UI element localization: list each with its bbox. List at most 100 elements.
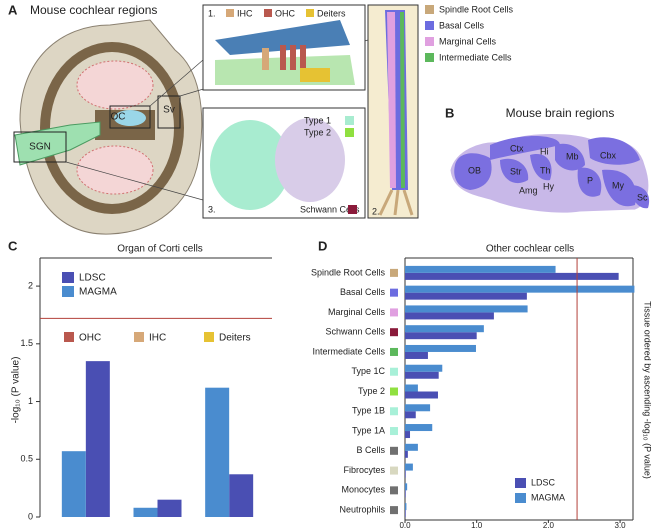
legend-swatch — [390, 427, 398, 436]
bar — [405, 510, 406, 518]
legend-label: IHC — [237, 8, 253, 18]
bar — [405, 332, 477, 340]
legend-label: LDSC — [531, 477, 556, 487]
y-axis-label: Tissue ordered by ascending -log₁₀ (P va… — [643, 301, 653, 479]
bar — [405, 431, 411, 439]
bar — [405, 305, 528, 313]
legend-swatch — [134, 332, 144, 342]
bar — [405, 483, 408, 491]
bar — [405, 265, 556, 273]
bar — [405, 325, 484, 333]
legend-label: Deiters — [219, 333, 251, 344]
legend-swatch — [390, 268, 398, 277]
legend-swatch — [515, 478, 526, 488]
legend-label: Deiters — [317, 8, 346, 18]
region-label: Hi — [540, 146, 549, 156]
legend-label: Type 1 — [304, 115, 331, 125]
legend-label: Type 2 — [304, 127, 331, 137]
legend-swatch — [390, 506, 398, 515]
region-label: Sv — [163, 105, 175, 116]
legend-swatch — [390, 466, 398, 475]
y-tick-label: Fibrocytes — [343, 465, 385, 475]
panel-title: Mouse brain regions — [506, 106, 615, 120]
bar — [405, 463, 413, 471]
legend-swatch — [390, 486, 398, 495]
legend-swatch — [390, 367, 398, 376]
bar — [61, 451, 86, 517]
bar — [405, 503, 407, 511]
bar — [405, 351, 428, 359]
legend-swatch — [62, 272, 74, 283]
bar — [405, 450, 408, 458]
legend-swatch — [345, 128, 354, 137]
legend-label: MAGMA — [531, 492, 565, 502]
bar — [405, 470, 406, 478]
y-tick-label: Type 1B — [352, 406, 385, 416]
legend-swatch — [390, 288, 398, 297]
y-tick-label: 1.5 — [20, 338, 33, 348]
legend-swatch — [390, 446, 398, 455]
bar — [405, 272, 619, 280]
legend-label: Schwann Cells — [300, 204, 360, 214]
legend-swatch — [345, 116, 354, 125]
y-tick-label: Spindle Root Cells — [311, 267, 386, 277]
legend-label: MAGMA — [79, 287, 117, 298]
inset-number: 2. — [372, 206, 380, 216]
region-label: Amg — [519, 185, 538, 195]
bar — [405, 371, 439, 379]
region-label: Cbx — [600, 150, 617, 160]
inset-number: 1. — [208, 8, 216, 18]
legend-swatch — [390, 387, 398, 396]
legend-label: Marginal Cells — [439, 36, 497, 46]
y-tick-label: 2 — [28, 280, 33, 290]
y-tick-label: Type 1A — [352, 425, 385, 435]
bar — [405, 404, 431, 412]
legend-swatch — [390, 308, 398, 317]
y-tick-label: Type 2 — [358, 386, 385, 396]
y-tick-label: 0.5 — [20, 454, 33, 464]
legend-label: LDSC — [79, 273, 106, 284]
x-tick-label: 2.0 — [543, 521, 555, 530]
bar — [229, 474, 254, 517]
y-axis-label: -log₁₀ (P value) — [11, 357, 22, 424]
legend-swatch — [64, 332, 74, 342]
panel-letter: D — [318, 238, 327, 253]
legend-swatch — [390, 328, 398, 337]
y-tick-label: Type 1C — [351, 366, 385, 376]
legend-label: Basal Cells — [439, 20, 485, 30]
cochlea-illustration — [13, 4, 419, 235]
bar — [405, 490, 406, 498]
region-label: OB — [468, 165, 481, 175]
legend-swatch — [425, 5, 434, 14]
region-label: Ctx — [510, 143, 524, 153]
legend-swatch — [62, 286, 74, 297]
region-label: My — [612, 180, 624, 190]
y-tick-label: 0 — [28, 511, 33, 521]
inset-number: 3. — [208, 204, 216, 214]
legend-label: Intermediate Cells — [439, 52, 512, 62]
legend-label: Spindle Root Cells — [439, 4, 514, 14]
bar — [133, 507, 158, 517]
y-tick-label: Marginal Cells — [328, 307, 386, 317]
legend-swatch — [515, 493, 526, 503]
x-tick-label: 1.0 — [471, 521, 483, 530]
region-label: P — [587, 175, 593, 185]
legend-label: OHC — [275, 8, 296, 18]
legend-swatch — [425, 37, 434, 46]
legend-label: OHC — [79, 333, 101, 344]
region-label: Hy — [543, 181, 554, 191]
chart-title: Other cochlear cells — [486, 244, 574, 255]
legend-swatch — [264, 9, 272, 17]
y-tick-label: Intermediate Cells — [312, 346, 385, 356]
panel-letter: A — [8, 2, 18, 17]
bar — [205, 387, 230, 517]
region-label: Sc — [637, 192, 648, 202]
legend-swatch — [306, 9, 314, 17]
legend-swatch — [204, 332, 214, 342]
region-label: Th — [540, 165, 551, 175]
bar — [405, 285, 635, 293]
bar — [405, 411, 416, 419]
legend-swatch — [390, 347, 398, 356]
bar — [85, 361, 110, 517]
region-label: SGN — [29, 142, 51, 153]
